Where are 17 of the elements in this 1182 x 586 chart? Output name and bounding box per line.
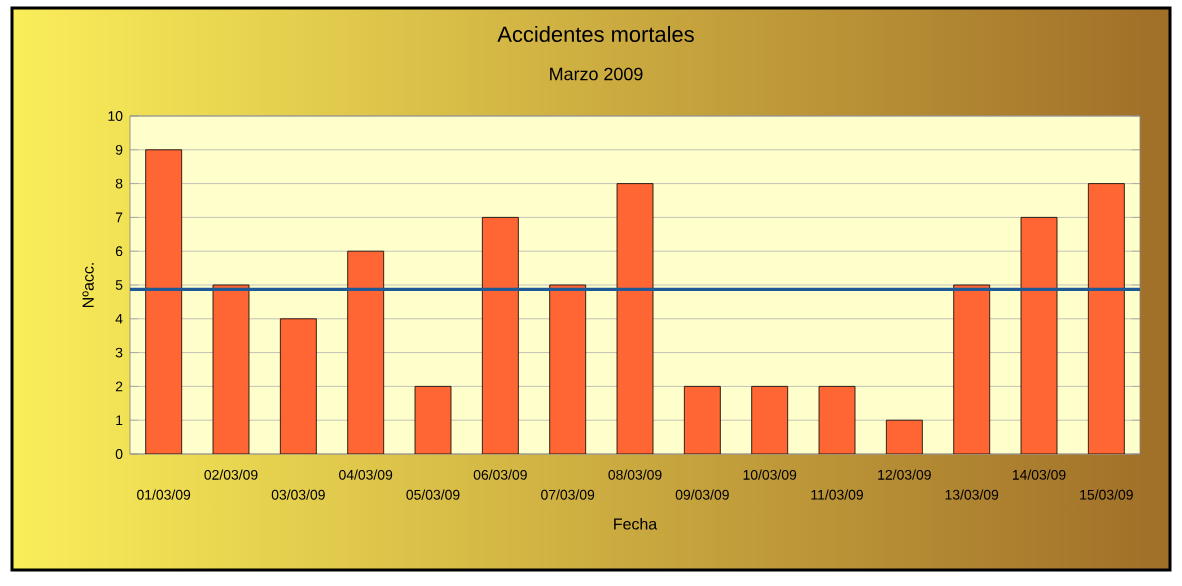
bar: [347, 250, 385, 454]
chart-title: Accidentes mortales: [497, 25, 694, 43]
bar: [751, 386, 789, 454]
bar: [212, 284, 250, 454]
bar: [616, 183, 654, 454]
bar: [481, 217, 519, 454]
bar: [145, 149, 183, 454]
bar: [549, 284, 587, 454]
bar: [885, 419, 923, 454]
chart-subtitle: Marzo 2009: [550, 67, 643, 81]
bar: [953, 284, 991, 454]
bar: [683, 386, 721, 454]
bar: [1020, 217, 1058, 454]
bar: [1087, 183, 1125, 454]
bar: [818, 386, 856, 454]
bar: [414, 386, 452, 454]
bar: [279, 318, 317, 454]
